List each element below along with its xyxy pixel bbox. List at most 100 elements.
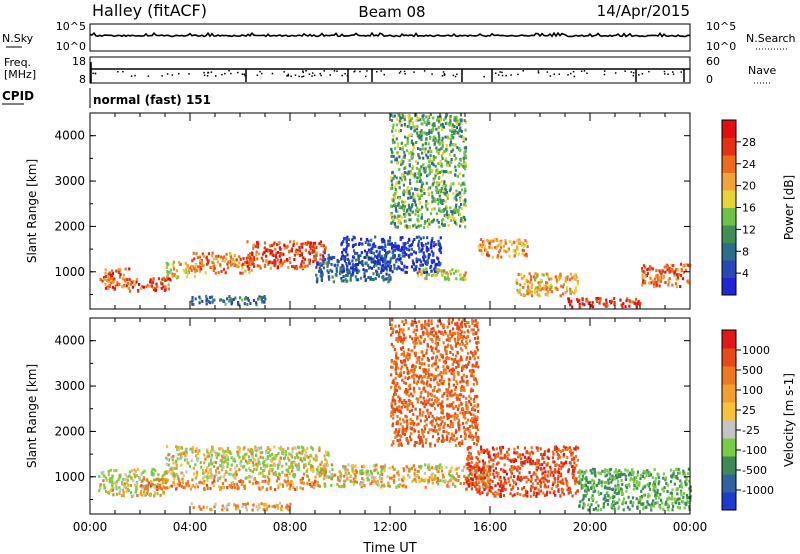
data-cell [166,274,169,278]
data-cell [327,257,330,261]
data-cell [183,458,186,462]
data-cell [461,188,464,192]
data-cell [418,201,421,205]
data-cell [303,448,306,452]
data-cell [441,395,444,399]
data-cell [344,471,347,475]
data-cell [470,403,473,407]
data-cell [231,298,234,302]
data-cell [398,155,401,159]
data-cell [447,382,451,386]
data-cell [233,486,237,490]
data-cell [495,247,498,251]
data-cell [201,264,204,268]
nave-dot [537,72,540,74]
data-cell [346,468,349,472]
data-cell [163,470,167,474]
data-cell [187,264,190,268]
data-cell [117,477,120,481]
data-cell [395,267,399,271]
data-cell [219,263,222,267]
data-cell [462,388,465,392]
data-cell [542,273,545,277]
data-cell [425,181,428,185]
data-cell [447,391,450,395]
nave-dot [501,74,504,77]
data-cell [446,404,449,408]
nave-dot [287,74,289,77]
data-cell [168,270,171,274]
data-cell [199,259,202,263]
data-cell [377,483,380,487]
data-cell [456,326,459,330]
data-cell [313,256,316,260]
data-cell [394,410,397,414]
data-cell [187,480,190,484]
data-cell [673,273,676,277]
data-cell [446,423,450,427]
data-cell [233,476,236,480]
data-cell [223,260,226,263]
data-cell [427,431,430,435]
data-cell [460,393,463,397]
data-cell [668,266,671,270]
nave-dot [549,75,552,77]
data-cell [452,129,455,133]
data-cell [425,137,428,141]
data-cell [688,281,691,285]
data-cell [411,479,414,483]
data-cell [427,256,430,260]
data-cell [641,281,645,285]
data-cell [648,281,651,285]
data-cell [408,125,411,129]
data-cell [111,269,114,273]
data-cell [339,477,342,481]
data-cell [426,202,429,205]
data-cell [479,238,483,241]
data-cell [312,469,315,473]
data-cell [463,465,466,469]
data-cell [400,260,403,264]
nave-dot [301,76,303,78]
data-cell [598,301,601,305]
data-cell [436,262,439,266]
data-cell [454,211,457,215]
data-cell [312,482,316,486]
data-cell [124,472,127,476]
data-cell [448,369,451,373]
data-cell [412,194,415,198]
data-cell [472,435,475,439]
data-cell [160,478,163,481]
data-cell [451,130,454,134]
data-cell [405,356,408,360]
data-cell [293,461,296,465]
data-cell [423,362,426,366]
data-cell [448,385,451,389]
data-cell [269,251,273,255]
data-cell [550,277,553,281]
nave-dot [546,71,549,73]
data-cell [445,214,448,218]
data-cell [269,266,272,270]
data-cell [352,263,355,266]
data-cell [395,434,398,438]
data-cell [383,277,386,281]
data-cell [149,278,152,282]
data-cell [435,169,438,173]
data-cell [388,239,391,243]
data-cell [194,449,197,453]
data-cell [445,213,448,217]
data-cell [251,470,254,474]
data-cell [107,275,110,279]
data-cell [174,487,178,491]
data-cell [570,299,573,303]
data-cell [439,353,442,357]
data-cell [483,481,486,485]
data-cell [446,272,449,276]
data-cell [260,256,263,260]
data-cell [468,360,471,364]
data-cell [666,265,669,269]
data-cell [431,466,434,470]
data-cell [399,163,403,167]
nsearch-tick-top: 10^5 [706,20,736,33]
